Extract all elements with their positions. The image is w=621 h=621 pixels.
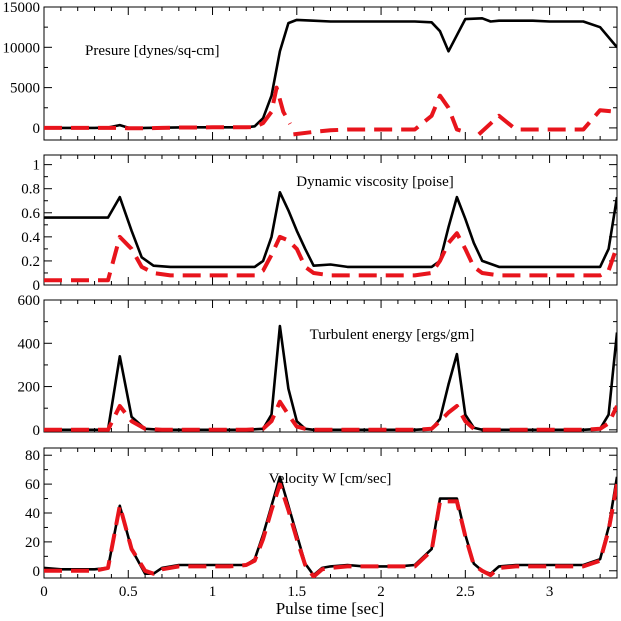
series-line-solid [44, 191, 617, 269]
y-tick-label: 40 [25, 506, 40, 522]
y-tick-label: 0 [33, 564, 41, 580]
y-tick-label: 1 [33, 158, 41, 174]
panel-frame [43, 447, 618, 579]
y-tick-label: 20 [25, 535, 40, 551]
x-tick-label: 0.5 [119, 584, 138, 600]
x-tick-label: 0 [40, 584, 48, 600]
x-axis-label: Pulse time [sec] [276, 599, 385, 618]
y-tick-label: 80 [25, 448, 40, 464]
y-tick-label: 0.8 [21, 182, 40, 198]
viscosity-panel: 0 0.2 0.4 0.6 0.8 1 Dynamic viscosity [poise] [21, 154, 618, 294]
y-tick-label: 15000 [3, 0, 41, 16]
panel-title: Presure [dynes/sq-cm] [85, 43, 220, 59]
panel-title: Velocity W [cm/sec] [269, 471, 392, 487]
series-line-solid [44, 16, 617, 130]
x-tick-label: 2 [377, 584, 385, 600]
series-line-dashed [44, 399, 617, 432]
x-tick-label: 3 [546, 584, 554, 600]
y-tick-label: 60 [25, 477, 40, 493]
panel-title: Turbulent energy [ergs/gm] [310, 327, 475, 343]
y-tick-label: 600 [18, 293, 41, 309]
y-tick-label: 0.6 [21, 206, 40, 222]
y-tick-label: 5000 [10, 81, 40, 97]
y-tick-label: 0.4 [21, 230, 40, 246]
series-line-dashed [293, 93, 466, 137]
y-tick-label: 400 [18, 336, 41, 352]
y-tick-label: 200 [18, 380, 41, 396]
y-tick-label: 0 [33, 423, 41, 439]
series-line-dashed [44, 482, 617, 578]
x-tick-label: 2.5 [456, 584, 475, 600]
panel-frame [43, 6, 618, 141]
series-line-dashed [44, 85, 292, 131]
pressure-panel: 0 5000 10000 15000 Presure [dynes/sq-cm] [3, 0, 618, 141]
velocity-panel: 0 20 40 60 80 Velocity W [cm/sec] [25, 447, 618, 580]
series-line-dashed [44, 231, 617, 283]
series-line-dashed [477, 108, 617, 136]
x-tick-label: 1 [209, 584, 217, 600]
panel-title: Dynamic viscosity [poise] [296, 174, 453, 190]
y-tick-label: 10000 [3, 40, 41, 56]
y-tick-label: 0 [33, 278, 41, 294]
x-tick-label: 1.5 [287, 584, 306, 600]
y-tick-label: 0 [33, 121, 41, 137]
turbulent-energy-panel: 0 200 400 600 Turbulent energy [ergs/gm] [18, 293, 618, 439]
series-line-solid [44, 475, 617, 577]
y-tick-label: 0.2 [21, 254, 40, 270]
